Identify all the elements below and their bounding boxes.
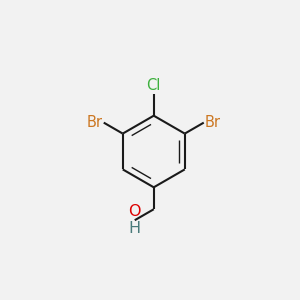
Text: H: H (129, 221, 141, 236)
Text: Br: Br (87, 115, 103, 130)
Text: O: O (128, 204, 141, 219)
Text: Cl: Cl (147, 78, 161, 93)
Text: Br: Br (205, 115, 221, 130)
